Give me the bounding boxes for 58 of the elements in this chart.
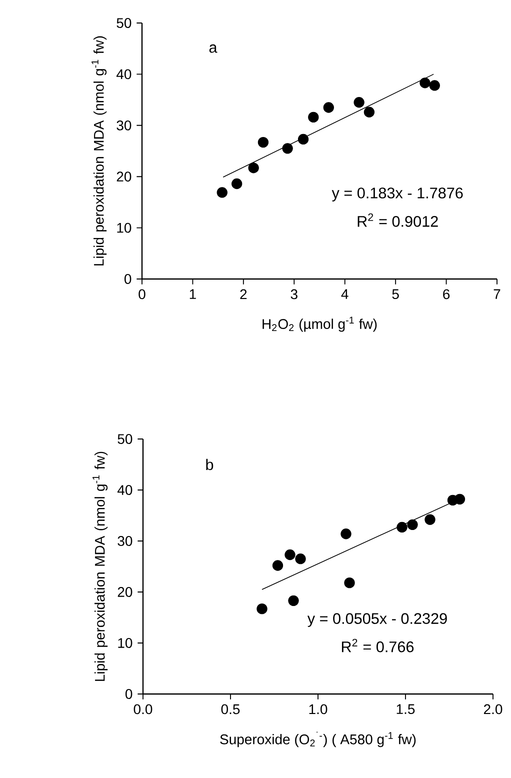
x-tick-label: 5: [392, 289, 399, 300]
x-tick-label: 6: [443, 289, 450, 300]
x-tick-label: 1: [190, 289, 196, 299]
point: [248, 162, 259, 174]
point: [308, 112, 319, 123]
point: [424, 514, 436, 525]
y-tick-label: 50: [118, 434, 132, 444]
y-tick-label: 20: [116, 172, 132, 182]
point: [258, 136, 269, 148]
x-tick-label: 2: [240, 289, 247, 300]
point: [420, 78, 430, 88]
x-tick-label: 7: [494, 289, 500, 299]
y-tick-label: 0: [125, 689, 132, 699]
x-tick-label: 0.5: [221, 704, 240, 714]
y-tick-label: 10: [118, 638, 132, 648]
x-tick-label: 0.0: [134, 704, 152, 714]
annotation: R$^{2}$ = 0.9012: [358, 213, 438, 227]
y-tick-label: 10: [117, 222, 132, 233]
point: [323, 102, 334, 113]
y-tick-label: 50: [116, 18, 132, 28]
annotation: b: [206, 458, 214, 470]
x-axis-title: Superoxide (O$_{2}$$^{˙-}$) ( A580 g$^{-1}$ fw): [220, 732, 416, 748]
point: [396, 522, 408, 533]
point: [216, 187, 228, 198]
point: [354, 97, 364, 108]
x-tick-label: 2.0: [484, 704, 502, 714]
y-tick-label: 40: [117, 485, 132, 495]
x-tick-label: 0: [138, 289, 146, 300]
annotation: R$^{2}$ = 0.766: [342, 638, 414, 652]
point: [282, 143, 293, 154]
annotation: a: [209, 44, 218, 53]
x-tick-label: 4: [341, 289, 348, 299]
annotation: y = 0.0505x - 0.2329: [307, 613, 447, 627]
point: [364, 106, 375, 118]
point: [272, 560, 284, 571]
y-axis-title: Lipid peroxidation MDA (nmol g$^{-1}$ fw): [92, 452, 108, 681]
point: [298, 134, 309, 145]
point: [295, 554, 306, 564]
point: [232, 178, 242, 190]
x-axis-title: H$_{2}$O$_{2}$ (µmol g$^{-1}$ fw): [262, 316, 377, 332]
annotation: y = 0.183x - 1.7876: [332, 188, 463, 202]
point: [344, 577, 355, 588]
y-axis-title: Lipid peroxidation MDA (nmol g$^{-1}$ fw): [92, 36, 107, 266]
point: [454, 494, 466, 505]
y-tick-label: 20: [118, 587, 132, 597]
x-tick-label: 1.5: [396, 704, 415, 714]
x-tick-label: 1.0: [309, 704, 328, 714]
point: [284, 549, 296, 560]
point: [429, 80, 440, 91]
y-tick-label: 40: [116, 69, 132, 80]
point: [340, 528, 352, 540]
y-tick-label: 0: [124, 274, 132, 284]
y-tick-label: 30: [118, 536, 132, 546]
y-tick-label: 30: [116, 120, 132, 130]
point: [407, 519, 418, 530]
x-tick-label: 3: [290, 289, 298, 300]
point: [256, 603, 268, 614]
point: [288, 595, 299, 606]
